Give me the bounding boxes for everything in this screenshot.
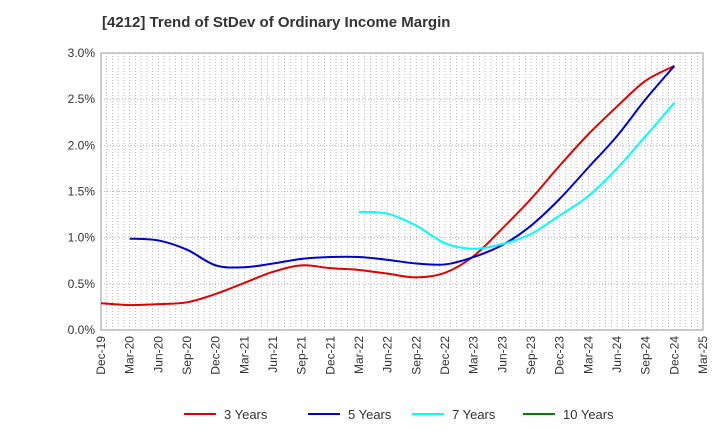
- legend-label: 7 Years: [452, 407, 496, 422]
- x-tick-label: Dec-20: [209, 336, 223, 375]
- x-tick-label: Sep-20: [180, 336, 194, 375]
- y-tick-label: 2.0%: [68, 138, 96, 152]
- series-line-3-years: [100, 65, 675, 307]
- y-tick-label: 3.0%: [68, 46, 96, 60]
- plot-border: [100, 52, 704, 331]
- y-tick-label: 0.5%: [68, 277, 96, 291]
- y-tick-label: 1.5%: [68, 185, 96, 199]
- x-tick-label: Mar-23: [467, 336, 481, 374]
- x-tick-label: Dec-23: [553, 336, 567, 375]
- x-tick-label: Sep-21: [295, 336, 309, 375]
- y-tick-label: 0.0%: [68, 323, 96, 337]
- x-tick-label: Jun-24: [610, 336, 624, 373]
- y-tick-label: 2.5%: [68, 92, 96, 106]
- x-tick-label: Sep-24: [639, 336, 653, 375]
- chart-title: [4212] Trend of StDev of Ordinary Income…: [102, 14, 451, 31]
- x-tick-label: Mar-21: [237, 336, 251, 374]
- x-tick-label: Jun-21: [266, 336, 280, 373]
- x-tick-label: Jun-20: [151, 336, 165, 373]
- legend-label: 5 Years: [348, 407, 392, 422]
- x-tick-label: Mar-24: [581, 336, 595, 374]
- series-line-7-years: [358, 102, 676, 250]
- legend-label: 3 Years: [224, 407, 268, 422]
- x-tick-label: Jun-23: [495, 336, 509, 373]
- x-tick-label: Mar-22: [352, 336, 366, 374]
- x-tick-label: Jun-22: [381, 336, 395, 373]
- x-tick-label: Dec-24: [667, 336, 681, 375]
- x-tick-label: Dec-19: [94, 336, 108, 375]
- x-tick-label: Mar-20: [123, 336, 137, 374]
- legend-label: 10 Years: [563, 407, 614, 422]
- x-tick-label: Sep-22: [409, 336, 423, 375]
- x-tick-label: Dec-22: [438, 336, 452, 375]
- series-line-5-years: [129, 65, 676, 269]
- x-tick-label: Dec-21: [323, 336, 337, 375]
- x-tick-label: Sep-23: [524, 336, 538, 375]
- y-tick-label: 1.0%: [68, 231, 96, 245]
- x-tick-label: Mar-25: [696, 336, 710, 374]
